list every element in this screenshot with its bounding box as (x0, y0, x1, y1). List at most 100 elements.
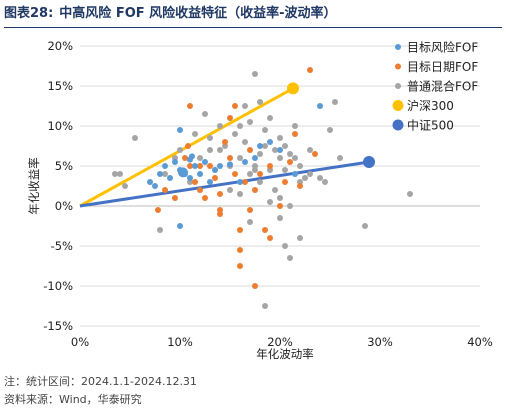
data-point (292, 131, 298, 137)
data-point (217, 123, 223, 129)
figure-title: 图表28: 中高风险 FOF 风险收益特征（收益率-波动率） (4, 4, 502, 28)
y-tick-label: -5% (51, 239, 73, 253)
data-point (202, 111, 208, 117)
data-point (167, 175, 173, 181)
data-point (267, 199, 273, 205)
data-point (297, 163, 303, 169)
data-point (267, 235, 273, 241)
data-point (282, 179, 288, 185)
legend-label: 普通混合FOF (407, 79, 478, 94)
data-point (237, 191, 243, 197)
data-point (197, 163, 203, 169)
data-point (172, 195, 178, 201)
data-point (287, 159, 293, 165)
data-point (317, 175, 323, 181)
legend: 目标风险FOF 目标日期FOF 普通混合FOF 沪深300 中证500 (392, 40, 478, 133)
data-point (252, 167, 258, 173)
x-axis-ticks: 0% 10% 20% 30% 40% (71, 335, 493, 349)
x-axis-label: 年化波动率 (256, 347, 314, 361)
data-point (252, 283, 258, 289)
data-point (307, 147, 313, 153)
x-tick-label: 0% (71, 335, 89, 349)
data-point (152, 183, 158, 189)
legend-label: 目标风险FOF (407, 40, 478, 55)
data-point (267, 115, 273, 121)
scatter-chart: -15%-10%-5%0%5%10%15%20% 0% 10% 20% 30% 40% … (27, 39, 493, 361)
data-point (277, 135, 283, 141)
data-point (307, 67, 313, 73)
data-point (252, 155, 258, 161)
data-point (322, 179, 328, 185)
data-point (262, 303, 268, 309)
x-tick-label: 30% (367, 335, 393, 349)
data-point (257, 99, 263, 105)
data-point (122, 183, 128, 189)
data-point (297, 235, 303, 241)
data-point (207, 147, 213, 153)
data-point (237, 155, 243, 161)
benchmark-point (363, 156, 375, 168)
data-point (117, 171, 123, 177)
benchmark-point (287, 82, 299, 95)
data-point (212, 175, 218, 181)
data-point (287, 203, 293, 209)
data-point (257, 179, 263, 185)
data-point (227, 115, 233, 121)
data-point (262, 127, 268, 133)
data-point (217, 207, 223, 213)
y-tick-label: -15% (43, 319, 73, 333)
benchmark-line (79, 160, 370, 208)
data-point (132, 135, 138, 141)
data-point (157, 171, 163, 177)
data-point (307, 171, 313, 177)
legend-marker (392, 100, 404, 111)
data-point (222, 139, 228, 145)
data-point (282, 243, 288, 249)
legend-marker (392, 119, 404, 131)
legend-label: 中证500 (407, 118, 454, 133)
data-point (197, 171, 203, 177)
data-point (232, 171, 238, 177)
y-tick-label: 15% (47, 79, 73, 93)
figure-title-text: 中高风险 FOF 风险收益特征（收益率-波动率） (59, 6, 337, 21)
data-point (317, 103, 323, 109)
data-point (277, 195, 283, 201)
data-point (182, 155, 188, 161)
data-point (257, 143, 263, 149)
data-point (192, 163, 198, 169)
x-tick-label: 40% (467, 335, 493, 349)
data-point (327, 127, 333, 133)
y-axis-label: 年化收益率 (27, 157, 41, 215)
grid-lines (80, 45, 480, 327)
data-point (272, 147, 278, 153)
data-point (252, 71, 258, 77)
data-point (187, 163, 193, 169)
data-point (337, 155, 343, 161)
data-point (207, 163, 213, 169)
data-point (262, 143, 268, 149)
data-point (282, 167, 288, 173)
data-point (162, 171, 168, 177)
data-point (272, 187, 278, 193)
period-note: 注：统计区间：2024.1.1-2024.12.31 (4, 375, 197, 388)
y-tick-label: -10% (43, 279, 73, 293)
data-point (282, 143, 288, 149)
data-point (257, 171, 263, 177)
data-point (237, 179, 243, 185)
data-point (207, 135, 213, 141)
data-point (212, 167, 218, 173)
data-point (247, 147, 253, 153)
data-point (267, 163, 273, 169)
data-point (185, 143, 191, 149)
data-point (237, 247, 243, 253)
data-point (292, 171, 298, 177)
data-point (217, 191, 223, 197)
data-point (277, 155, 283, 161)
figure-number: 图表28: (4, 6, 54, 21)
data-point (162, 187, 168, 193)
data-point (262, 227, 268, 233)
data-point (247, 219, 253, 225)
data-point-large (178, 167, 188, 178)
data-point (227, 155, 233, 161)
data-point (277, 147, 283, 153)
